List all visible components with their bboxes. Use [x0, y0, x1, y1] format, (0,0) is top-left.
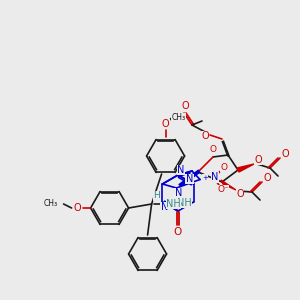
Text: O: O — [254, 155, 262, 165]
Text: O: O — [174, 227, 182, 237]
Text: O: O — [201, 131, 209, 141]
Text: O: O — [220, 163, 227, 172]
Text: H: H — [153, 191, 160, 200]
Text: CH₃: CH₃ — [172, 113, 186, 122]
Polygon shape — [237, 164, 254, 172]
Text: O: O — [74, 203, 81, 213]
Text: O: O — [281, 149, 289, 159]
Text: +: + — [202, 175, 208, 181]
Text: N: N — [186, 174, 193, 184]
Text: O⁻: O⁻ — [217, 185, 229, 194]
Polygon shape — [221, 180, 236, 190]
Text: O: O — [181, 101, 189, 111]
Text: N: N — [175, 188, 182, 198]
Text: NH: NH — [177, 198, 192, 208]
Text: N: N — [177, 165, 185, 175]
Text: O: O — [236, 189, 244, 199]
Text: N: N — [161, 202, 168, 212]
Text: N: N — [211, 172, 218, 182]
Text: H: H — [174, 200, 181, 208]
Text: NH: NH — [166, 199, 181, 209]
Text: O: O — [263, 173, 271, 183]
Text: O: O — [209, 145, 217, 154]
Text: O: O — [162, 119, 170, 129]
Text: CH₃: CH₃ — [44, 200, 58, 208]
